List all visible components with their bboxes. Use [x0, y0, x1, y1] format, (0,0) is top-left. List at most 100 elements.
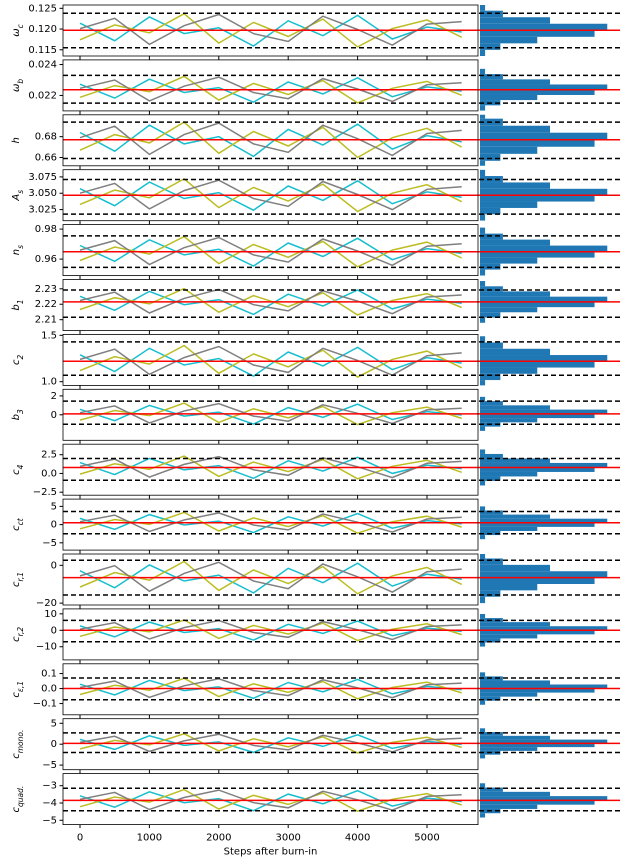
trace [79, 619, 462, 641]
y-label-symbol: c [11, 359, 22, 365]
panel [63, 396, 620, 431]
hist-bar [480, 355, 608, 362]
panel [63, 281, 620, 323]
hist-bar [480, 207, 501, 215]
trace [79, 235, 463, 268]
hist-bar [480, 700, 486, 705]
panel [63, 5, 620, 56]
hist-bar [480, 626, 608, 631]
y-label-sub: quad. [16, 786, 25, 807]
y-tick-label: −5 [42, 538, 57, 549]
y-tick-label: 0.125 [28, 3, 57, 14]
hist-bar [480, 622, 550, 627]
hist-bar [480, 614, 486, 619]
hist-bar [480, 257, 538, 264]
y-tick-label: 0.66 [35, 152, 57, 163]
trace [79, 177, 463, 213]
trace [79, 562, 462, 594]
hist-bar [480, 409, 608, 414]
hist-bar [480, 251, 595, 258]
axes-frame [62, 169, 479, 222]
hist-bar [480, 634, 538, 639]
y-tick-label: 0 [51, 520, 57, 531]
y-tick-label: −10 [36, 642, 57, 653]
trace [79, 75, 462, 104]
hist-bar [480, 418, 538, 423]
hist-bar [480, 227, 486, 234]
y-tick-label: −5 [42, 815, 57, 826]
hist-bar [480, 684, 608, 689]
trace [79, 344, 463, 378]
hist-bar [480, 43, 501, 50]
hist-bar [480, 373, 501, 381]
hist-bar [480, 471, 538, 477]
y-axis-label: cmono. [11, 730, 25, 759]
x-tick-label: 1000 [137, 833, 162, 844]
y-tick-label: 5 [51, 718, 57, 729]
trace [79, 179, 462, 211]
hist-bar [480, 796, 608, 801]
hist-bar [480, 791, 550, 797]
y-tick-label: 0.96 [35, 254, 57, 265]
y-label-sub: s [16, 245, 25, 249]
trace [79, 289, 462, 316]
y-label-sub: ε,1 [16, 681, 25, 692]
y-tick-label: 2.21 [35, 315, 57, 326]
y-axis-label: ns [11, 245, 25, 255]
y-axis-label: h [11, 137, 22, 143]
y-tick-label: −2.5 [33, 487, 57, 498]
y-tick-label: 0 [51, 410, 57, 421]
panel [63, 68, 620, 111]
y-label-sub: 3 [16, 409, 25, 414]
hist-bar [480, 692, 538, 697]
hist-bar [480, 195, 595, 202]
hist-bar [480, 783, 486, 788]
y-label-symbol: n [11, 249, 22, 255]
axes-frame [62, 608, 479, 661]
trace [79, 561, 462, 593]
hist-bar [480, 426, 486, 431]
trace [79, 512, 462, 533]
hist-bar [480, 800, 595, 805]
y-axis-label: cε,1 [11, 681, 25, 698]
hist-bar [480, 564, 550, 572]
panel [63, 449, 620, 486]
trace [79, 122, 462, 157]
hist-bar [480, 696, 501, 701]
trace [79, 734, 462, 754]
hist-bar [480, 239, 550, 246]
hist-bar [480, 153, 501, 161]
y-axis-label: As [11, 190, 25, 202]
y-label-sub: r,2 [16, 627, 25, 637]
trace [79, 733, 462, 753]
y-tick-label: 0 [51, 739, 57, 750]
y-label-symbol: c [11, 692, 22, 698]
hist-bar [480, 638, 501, 643]
trace [79, 123, 462, 158]
trace [79, 789, 462, 811]
panel [63, 554, 620, 604]
y-tick-label: 0.0 [41, 468, 57, 479]
y-label-sub: c [16, 23, 25, 28]
hist-bar [480, 462, 608, 468]
x-tick-label: 3000 [275, 833, 300, 844]
y-tick-label: 2.23 [35, 284, 57, 295]
hist-bar [480, 132, 608, 140]
y-axis-label: cr,2 [11, 627, 25, 642]
hist-bar [480, 506, 486, 511]
axes-frame [62, 443, 479, 496]
hist-bar [480, 336, 486, 343]
y-label-symbol: c [11, 806, 22, 812]
panel [63, 227, 620, 276]
hist-bar [480, 401, 503, 406]
y-label-symbol: c [11, 753, 22, 759]
x-tick-label: 2000 [206, 833, 231, 844]
hist-bar [480, 125, 550, 133]
hist-bar [480, 396, 486, 402]
hist-bar [480, 413, 595, 419]
y-tick-label: 0 [51, 560, 57, 571]
hist-bar [480, 17, 550, 24]
trace [79, 789, 462, 812]
x-axis-label: Steps after burn-in [224, 847, 318, 858]
hist-bar [480, 747, 538, 751]
